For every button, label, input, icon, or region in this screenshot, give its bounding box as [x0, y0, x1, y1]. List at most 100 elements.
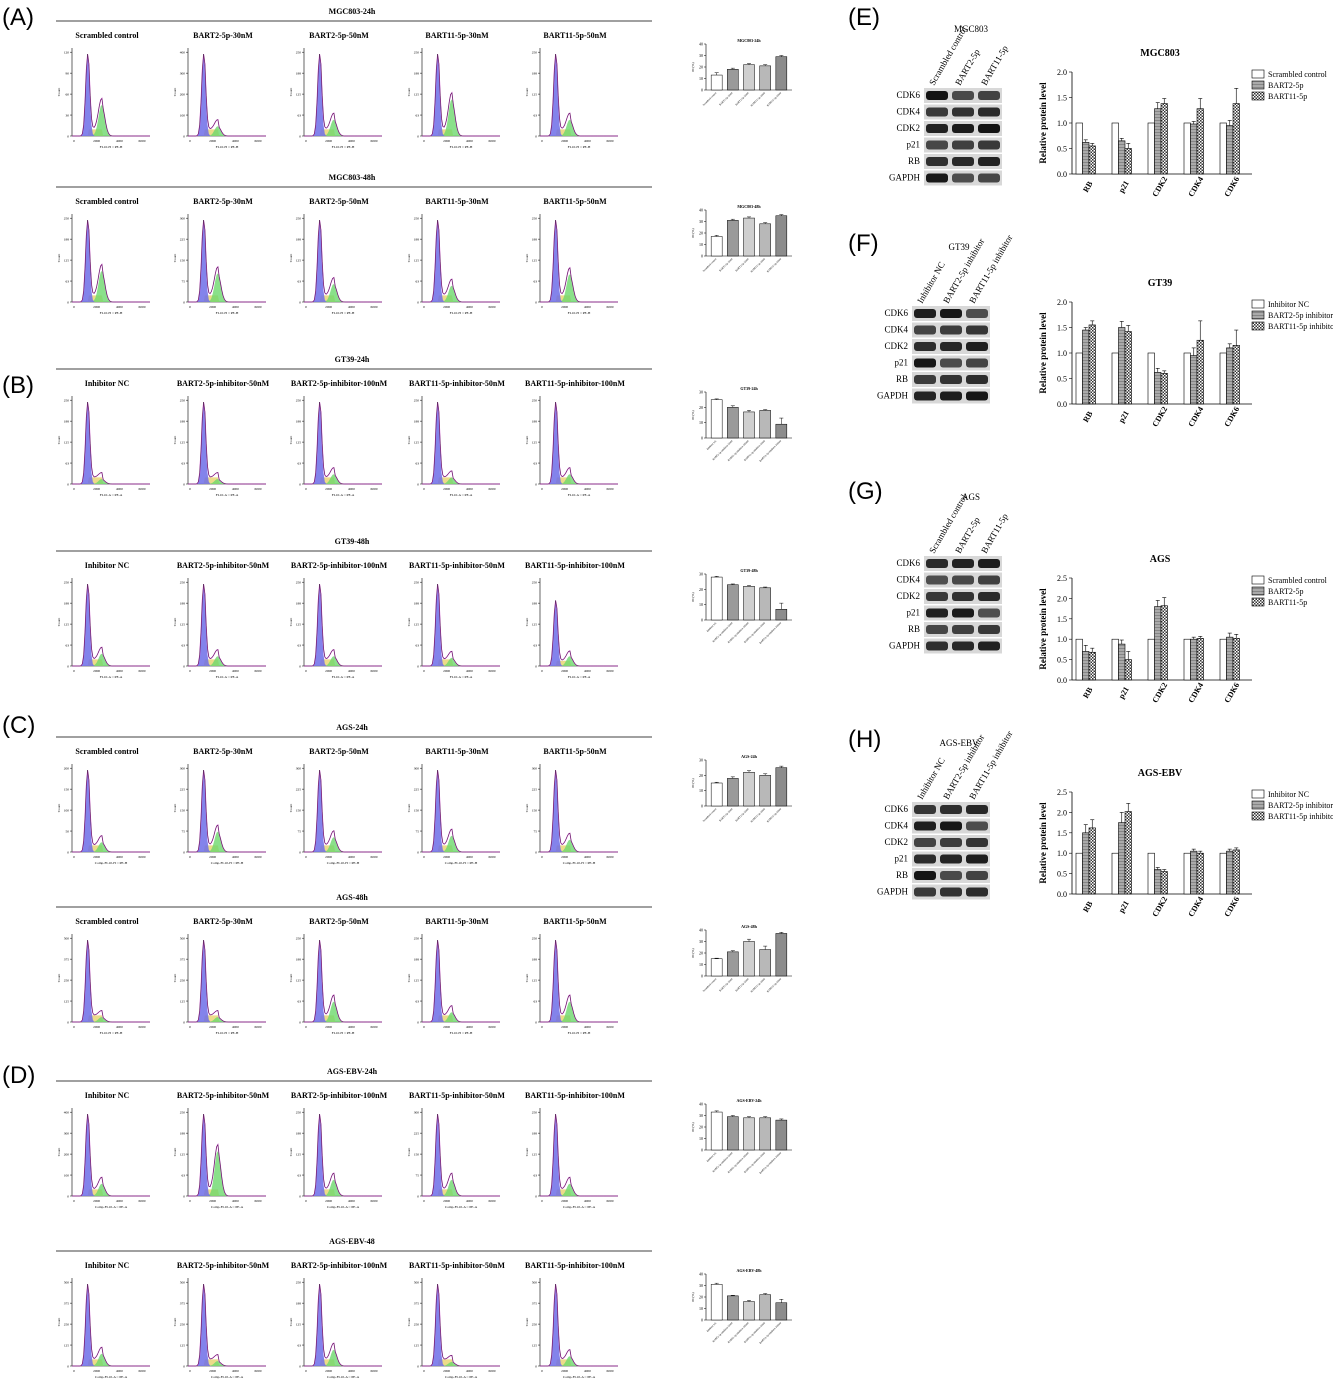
blot-protein-label: GAPDH [877, 887, 909, 897]
legend-swatch [1251, 811, 1265, 821]
blot-protein-label: CDK2 [896, 123, 920, 133]
hist-y-tick-label: 150 [414, 1153, 420, 1157]
hist-x-tick-label: 0 [189, 1025, 191, 1029]
hist-y-tick-label: 400 [64, 1111, 70, 1115]
hist-y-tick-label: 0 [299, 851, 301, 855]
hist-x-tick-label: 4000 [232, 1199, 239, 1203]
chart-title: GT39 [1148, 278, 1172, 289]
hist-x-tick-label: 4000 [232, 487, 239, 491]
hist-y-tick-label: 63 [298, 114, 302, 118]
protein-level-chart-MGC803: MGC803 0.0 0.5 1.0 1.5 2.0 Relative protein le… [1038, 48, 1328, 198]
blot-protein-label: RB [896, 870, 908, 880]
protein-bar [1088, 827, 1096, 895]
blot-band [940, 325, 962, 335]
pi-x-tick-label: Inhibitor NC [706, 1151, 717, 1162]
condition-label-D2-2: BART2-5p-inhibitor-100nM [291, 1261, 388, 1270]
hist-x-tick-label: 0 [73, 1199, 75, 1203]
hist-y-tick-label: 500 [64, 1281, 70, 1285]
blot-protein-label: RB [908, 624, 920, 634]
hist-y-tick-label: 0 [535, 1021, 537, 1025]
g1-peak-area [72, 770, 150, 852]
blot-band [952, 140, 974, 150]
histogram-C1-1: 0 75 150 225 300 Count 0 2000 4000 6000 Comp-FL10-… [173, 764, 266, 865]
blot-protein-label: p21 [907, 140, 921, 150]
chart-y-tick-label: 0.0 [1057, 676, 1067, 685]
hist-y-tick-label: 0 [67, 135, 69, 139]
blot-protein-label: RB [896, 374, 908, 384]
hist-y-tick-label: 63 [298, 644, 302, 648]
hist-x-tick-label: 6000 [139, 305, 146, 309]
blot-band [952, 91, 974, 100]
hist-y-tick-label: 75 [182, 280, 186, 284]
blot-band [926, 608, 948, 618]
hist-y-tick-label: 375 [180, 1302, 186, 1306]
pi-bar-chart-A1: MGC803-24h 0 10 20 30 40 PI (%) Scrambled contr… [691, 38, 792, 107]
histogram-D1-0: 0 100 200 300 400 Count 0 2000 4000 6000 Comp-FL10… [57, 1108, 150, 1209]
hist-count-label: Count [173, 974, 177, 983]
pi-x-tick-label: BART2-5p-50nM [735, 977, 750, 992]
hist-x-tick-label: 0 [305, 305, 307, 309]
hist-y-tick-label: 188 [296, 958, 302, 962]
hist-x-tick-label: 0 [73, 1369, 75, 1373]
hist-y-tick-label: 250 [180, 979, 186, 983]
pi-chart-title: AGS-EBV-48h [736, 1268, 762, 1273]
hist-x-tick-label: 6000 [139, 1025, 146, 1029]
hist-count-label: Count [289, 974, 293, 983]
hist-x-tick-label: 0 [305, 139, 307, 143]
chart-y-label: Relative protein level [1038, 802, 1048, 884]
g1-peak-area [422, 940, 500, 1022]
hist-y-tick-label: 188 [532, 420, 538, 424]
condition-label-C2-3: BART11-5p-30nM [425, 917, 489, 926]
data-curve [304, 583, 382, 667]
hist-count-label: Count [289, 804, 293, 813]
blot-band [926, 157, 948, 166]
blot-protein-label: p21 [907, 608, 921, 618]
chart-x-tick-label: CDK2 [1150, 895, 1169, 918]
protein-bar [1118, 822, 1126, 895]
hist-x-tick-label: 2000 [93, 139, 100, 143]
chart-y-tick-label: 1.5 [1057, 615, 1067, 624]
hist-x-tick-label: 4000 [116, 855, 123, 859]
hist-x-tick-label: 4000 [466, 139, 473, 143]
hist-x-tick-label: 4000 [232, 1025, 239, 1029]
protein-bar [1232, 849, 1240, 895]
pi-x-tick-label: BART11-5p-50nM [766, 257, 782, 273]
legend-swatch [1251, 299, 1265, 309]
blot-band [940, 887, 962, 897]
hist-y-tick-label: 125 [414, 1344, 420, 1348]
chart-y-label: Relative protein level [1038, 82, 1048, 164]
condition-label-C2-0: Scrambled control [75, 917, 139, 926]
hist-x-tick-label: 4000 [232, 855, 239, 859]
hist-y-tick-label: 200 [64, 767, 70, 771]
pi-x-tick-label: Inhibitor NC [706, 439, 717, 450]
hist-y-tick-label: 125 [180, 1000, 186, 1004]
hist-y-tick-label: 0 [417, 1365, 419, 1369]
hist-y-tick-label: 150 [532, 809, 538, 813]
blot-band [926, 107, 948, 117]
hist-y-tick-label: 75 [298, 830, 302, 834]
histogram-D1-4: 0 63 125 188 250 Count 0 2000 4000 6000 Comp-FL10-… [525, 1108, 618, 1209]
blot-band [966, 821, 988, 831]
data-curve [72, 769, 150, 853]
hist-x-tick-label: 2000 [209, 487, 216, 491]
g1-peak-area [188, 402, 266, 484]
data-curve [188, 401, 266, 485]
blot-band [926, 124, 948, 133]
data-curve [188, 1113, 266, 1197]
blot-band [926, 592, 948, 601]
hist-x-label: Comp-FL10-H :: PE-H [211, 861, 244, 865]
hist-y-tick-label: 125 [414, 979, 420, 983]
protein-bar [1232, 638, 1240, 681]
chart-y-tick-label: 2.5 [1057, 574, 1067, 583]
hist-x-tick-label: 0 [189, 1369, 191, 1373]
hist-y-tick-label: 90 [66, 72, 70, 76]
pi-x-tick-label: BART11-5p-30nM [750, 91, 766, 107]
blot-band [952, 107, 974, 117]
hist-x-tick-label: 2000 [93, 669, 100, 673]
panel-label-g: (G) [848, 478, 883, 505]
